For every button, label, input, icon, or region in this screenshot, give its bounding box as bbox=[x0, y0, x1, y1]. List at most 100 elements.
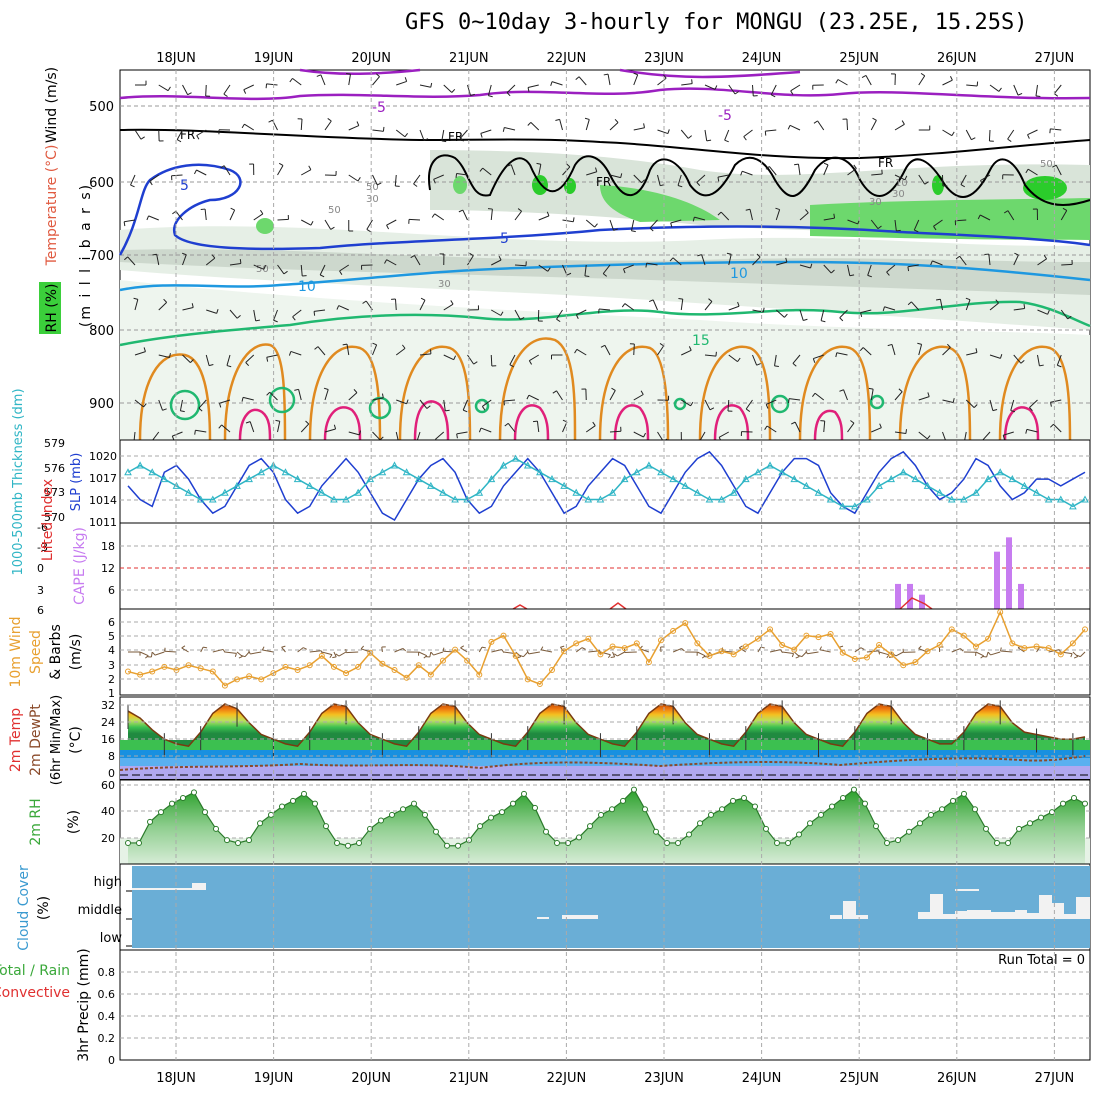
upper-wind-barb-flag bbox=[401, 344, 406, 349]
upper-wind-barb-flag bbox=[775, 207, 780, 211]
upper-wind-barb-flag bbox=[426, 405, 431, 409]
upper-wind-barb bbox=[419, 399, 428, 409]
wind-barb bbox=[617, 651, 625, 657]
upper-wind-barb-flag bbox=[556, 318, 561, 323]
y-tick: 16 bbox=[101, 733, 115, 746]
upper-wind-barb bbox=[229, 209, 236, 221]
upper-wind-barb bbox=[837, 79, 848, 86]
rh-point bbox=[862, 800, 868, 807]
upper-wind-barb-flag bbox=[1062, 207, 1067, 211]
y-axis-title: SLP (mb) bbox=[69, 453, 84, 512]
upper-wind-barb bbox=[894, 219, 897, 231]
upper-wind-barb-flag bbox=[216, 309, 219, 314]
top-date-axis: 18JUN 19JUN 20JUN 21JUN 22JUN 23JUN 24JUN 25JUN… bbox=[156, 51, 1074, 66]
wind-speed-point bbox=[851, 656, 858, 663]
upper-wind-barb bbox=[966, 84, 978, 87]
rh-point bbox=[235, 839, 241, 846]
upper-wind-barb bbox=[847, 422, 855, 433]
thickness-point bbox=[160, 475, 169, 483]
wind-barb-flag bbox=[241, 654, 246, 658]
rh-point bbox=[994, 839, 1000, 846]
upper-wind-barb-flag bbox=[663, 74, 667, 79]
date-label: 23JUN bbox=[644, 1071, 684, 1086]
upper-wind-barb-flag bbox=[813, 120, 818, 124]
rh-point bbox=[807, 820, 813, 827]
thickness-point bbox=[754, 468, 762, 476]
wind-barb bbox=[333, 651, 337, 658]
upper-wind-barb bbox=[704, 129, 708, 141]
wind-speed-point bbox=[779, 641, 786, 648]
rh-point bbox=[774, 839, 780, 846]
upper-wind-barb-flag bbox=[181, 252, 187, 256]
wind-barb bbox=[224, 651, 237, 654]
upper-wind-barb-flag bbox=[879, 423, 882, 428]
rh-point bbox=[191, 789, 197, 796]
upper-wind-barb bbox=[846, 118, 848, 131]
y-tick: 3 bbox=[37, 584, 44, 597]
wind-barb bbox=[672, 648, 682, 653]
upper-wind-barb bbox=[538, 215, 550, 221]
wind-speed-point bbox=[258, 676, 265, 683]
upper-wind-barb-flag bbox=[726, 252, 732, 255]
upper-wind-barb bbox=[704, 301, 713, 311]
upper-wind-barb bbox=[348, 431, 360, 436]
wind-speed-point bbox=[888, 651, 895, 658]
wind-barb-flag bbox=[791, 653, 795, 658]
wind-barb bbox=[986, 651, 989, 658]
cloud-level-label: high bbox=[94, 875, 122, 890]
upper-wind-barb-flag bbox=[149, 181, 153, 186]
rh-point bbox=[697, 820, 703, 827]
rh-point bbox=[433, 828, 439, 835]
thickness-point bbox=[1020, 481, 1029, 489]
wind-barb-flag bbox=[1076, 654, 1081, 658]
upper-wind-barb-flag bbox=[208, 364, 214, 367]
upper-wind-barb-flag bbox=[641, 179, 645, 184]
upper-wind-barb bbox=[348, 74, 351, 86]
upper-wind-barb bbox=[823, 164, 829, 176]
cloud-background bbox=[132, 866, 1090, 948]
y-axis-title: Temperature (°C) bbox=[44, 145, 60, 267]
y-axis-title: (m i l l i b a r s) bbox=[78, 183, 94, 327]
wind-barb bbox=[697, 651, 706, 657]
bottom-date-axis: 18JUN 19JUN 20JUN 21JUN 22JUN 23JUN 24JUN 25JUN… bbox=[156, 1071, 1074, 1086]
upper-wind-barb bbox=[556, 309, 563, 320]
rh-point bbox=[950, 797, 956, 804]
upper-wind-barb-flag bbox=[353, 389, 358, 393]
upper-wind-barb-flag bbox=[236, 315, 241, 319]
thickness-point bbox=[620, 475, 629, 483]
instability-panel bbox=[119, 522, 1091, 610]
wind-speed-point bbox=[1069, 640, 1076, 647]
wind-speed-point bbox=[197, 665, 204, 672]
wind-barb-flag bbox=[878, 650, 881, 655]
thickness-point bbox=[596, 495, 605, 503]
upper-wind-barb-flag bbox=[575, 76, 580, 80]
rh-point bbox=[554, 839, 560, 846]
upper-wind-barb-flag bbox=[882, 306, 885, 312]
upper-wind-barb bbox=[980, 174, 991, 181]
upper-wind-barb-flag bbox=[765, 404, 769, 409]
temp-contour-5 bbox=[118, 163, 1091, 256]
day-gridlines bbox=[175, 70, 1055, 1060]
rh-label: 30 bbox=[366, 194, 379, 205]
upper-wind-barb bbox=[768, 166, 777, 176]
upper-wind-barb bbox=[253, 213, 264, 221]
thickness-point bbox=[850, 502, 859, 510]
rh-point bbox=[1027, 820, 1033, 827]
upper-wind-barb bbox=[1060, 210, 1068, 221]
wind-barb bbox=[624, 651, 637, 654]
upper-wind-barb bbox=[913, 219, 920, 231]
wind-barb bbox=[244, 651, 250, 658]
upper-wind-barb bbox=[792, 354, 801, 364]
upper-wind-barb bbox=[300, 264, 303, 277]
rh-point bbox=[906, 828, 912, 835]
y-tick: 32 bbox=[101, 699, 115, 712]
rh-point bbox=[499, 809, 505, 816]
thickness-point bbox=[766, 461, 774, 469]
upper-wind-barb bbox=[158, 399, 163, 411]
y-axis-title: & Barbs bbox=[48, 624, 64, 680]
upper-wind-barb-flag bbox=[920, 72, 926, 77]
upper-wind-barb-flag bbox=[1003, 210, 1009, 214]
upper-wind-barb-flag bbox=[336, 305, 340, 310]
upper-wind-barb bbox=[277, 218, 289, 221]
